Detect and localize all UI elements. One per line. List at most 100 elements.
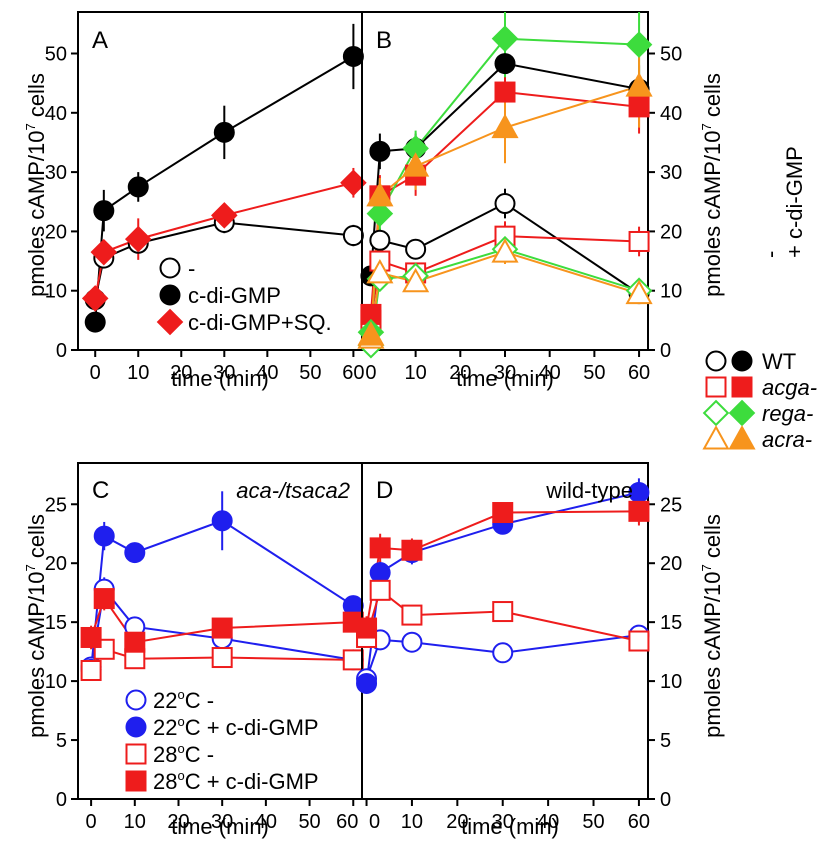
- panel-a-legend-marker: [159, 284, 181, 306]
- panel-c-x-tick-label: 30: [211, 811, 233, 833]
- panel-c-data-point: [93, 588, 115, 610]
- panel-a-data-point: [93, 200, 115, 222]
- panel-b-data-point: [494, 53, 516, 75]
- panel-d-data-point: [356, 672, 378, 694]
- panel-b-data-point: [366, 200, 394, 227]
- panel-c-y-tick-label: 10: [45, 671, 67, 693]
- panel-c-y-tick-label: 15: [45, 612, 67, 634]
- panel-b-data-point: [494, 81, 516, 103]
- panel-a-y-tick-label: 0: [56, 340, 67, 362]
- panel-c-data-point: [211, 647, 233, 669]
- shared-legend-header-plus: + c-di-GMP: [782, 146, 807, 258]
- panel-b-data-point: [402, 267, 430, 293]
- shared-legend-label: acra-: [762, 427, 812, 452]
- panel-d-x-tick-label: 40: [537, 811, 559, 833]
- panel-c-x-tick-label: 40: [255, 811, 277, 833]
- panel-b: 0 10 20 30 40 50 60 0 10 20 30 40 50 B: [357, 11, 682, 384]
- panel-b-y-tick-label: 40: [660, 103, 682, 125]
- panel-c-data-point: [211, 617, 233, 639]
- panel-d-data-point: [369, 579, 391, 601]
- shared-legend-label: acga-: [762, 375, 817, 400]
- svg-text:pmoles cAMP/107 cells: pmoles cAMP/107 cells: [699, 73, 725, 297]
- svg-text:pmoles cAMP/107 cells: pmoles cAMP/107 cells: [23, 514, 49, 738]
- panel-c-legend-marker: [125, 770, 147, 792]
- panel-b-y-tick-label: 30: [660, 162, 682, 184]
- panel-b-letter: B: [376, 27, 392, 54]
- panel-d-y-tick-label: 0: [660, 789, 671, 811]
- panel-b-data-point: [366, 258, 394, 284]
- panel-a-y-tick-label: 20: [45, 221, 67, 243]
- svg-text:pmoles cAMP/107 cells: pmoles cAMP/107 cells: [23, 73, 49, 297]
- panel-c-data-point: [80, 659, 102, 681]
- panel-c-data-point: [342, 649, 364, 671]
- panel-a-data-point: [124, 225, 152, 253]
- panel-c-legend-marker: [125, 716, 147, 738]
- panel-d-y-tick-label: 25: [660, 494, 682, 516]
- panel-d-x-tick-label: 30: [492, 811, 514, 833]
- panel-a-y-tick-label: 50: [45, 44, 67, 66]
- panel-a-x-tick-label: 20: [170, 362, 192, 384]
- panel-c-data-point: [124, 542, 146, 564]
- panel-a-x-tick-label: 50: [299, 362, 321, 384]
- panel-c-legend-marker: [125, 689, 147, 711]
- panel-c-x-tick-label: 20: [167, 811, 189, 833]
- panel-a-y-tick-label: 10: [45, 281, 67, 303]
- shared-legend-label: rega-: [762, 401, 813, 426]
- panel-c-y-tick-label: 20: [45, 553, 67, 575]
- panel-b-x-axis-title: time (min): [456, 366, 554, 391]
- panel-d-x-tick-label: 20: [446, 811, 468, 833]
- panel-d-x-tick-label: 10: [401, 811, 423, 833]
- panel-a-legend-marker: [156, 308, 184, 336]
- panel-c-y-tick-label: 0: [56, 789, 67, 811]
- panel-b-x-tick-label: 60: [628, 362, 650, 384]
- panel-c-legend-label: 22oC -: [153, 687, 214, 713]
- panel-d-data-point: [628, 630, 650, 652]
- panel-d-data-point: [492, 601, 514, 623]
- panel-d-letter: D: [376, 477, 393, 504]
- panel-a-x-tick-label: 60: [342, 362, 364, 384]
- panel-c-data-point: [93, 525, 115, 547]
- panel-d-data-point: [369, 562, 391, 584]
- panel-c-annotation: aca-/tsaca2: [236, 478, 350, 503]
- panel-a-data-point: [81, 285, 109, 312]
- panel-a-data-point: [127, 176, 149, 198]
- panel-c-x-axis-title: time (min): [171, 814, 269, 839]
- panel-b-y-tick-label: 20: [660, 221, 682, 243]
- panel-b-x-tick-label: 30: [494, 362, 516, 384]
- panel-c-legend-label: 22oC + c-di-GMP: [153, 714, 319, 740]
- panel-a: 0 10 20 30 40 50 60 0 10 20 30 40 50 A -c-di-GMPc-di…: [45, 11, 367, 384]
- panel-b-x-tick-label: 10: [405, 362, 427, 384]
- panel-a-x-tick-label: 0: [90, 362, 101, 384]
- panel-c-letter: C: [92, 477, 109, 504]
- panel-b-x-tick-label: 50: [583, 362, 605, 384]
- panel-d-y-axis-title: pmoles cAMP/107 cells: [699, 514, 725, 738]
- panel-b-data-point: [628, 96, 650, 118]
- panel-a-x-tick-label: 10: [127, 362, 149, 384]
- panel-b-data-point: [625, 31, 653, 58]
- panel-d-data-point: [369, 537, 391, 559]
- panel-a-data-point: [84, 311, 106, 333]
- panel-a-data-point: [211, 202, 238, 229]
- panel-c-legend-marker: [125, 743, 147, 765]
- panel-d-annotation: wild-type: [545, 478, 633, 503]
- panel-a-letter: A: [92, 27, 108, 54]
- shared-legend-marker-open: [702, 425, 730, 450]
- panel-a-data-point: [213, 121, 235, 143]
- panel-a-y-tick-label: 30: [45, 162, 67, 184]
- panel-d-y-tick-label: 20: [660, 553, 682, 575]
- shared-legend-marker-filled: [731, 376, 753, 398]
- panel-b-data-point: [491, 25, 519, 52]
- panel-a-data-point: [90, 238, 118, 266]
- panel-d-data-point: [492, 642, 514, 664]
- panel-b-data-point: [357, 321, 385, 346]
- panel-a-data-point: [342, 225, 364, 247]
- panel-a-x-tick-label: 40: [256, 362, 278, 384]
- panel-c: 0 10 20 30 40 50 60 0 5 10 15 20 25 C aca-/tsaca2 22…: [45, 462, 364, 833]
- panel-b-data-point: [628, 230, 650, 252]
- panel-d-y-tick-label: 5: [660, 730, 671, 752]
- panel-b-data-point: [405, 238, 427, 260]
- panel-c-data-point: [80, 626, 102, 648]
